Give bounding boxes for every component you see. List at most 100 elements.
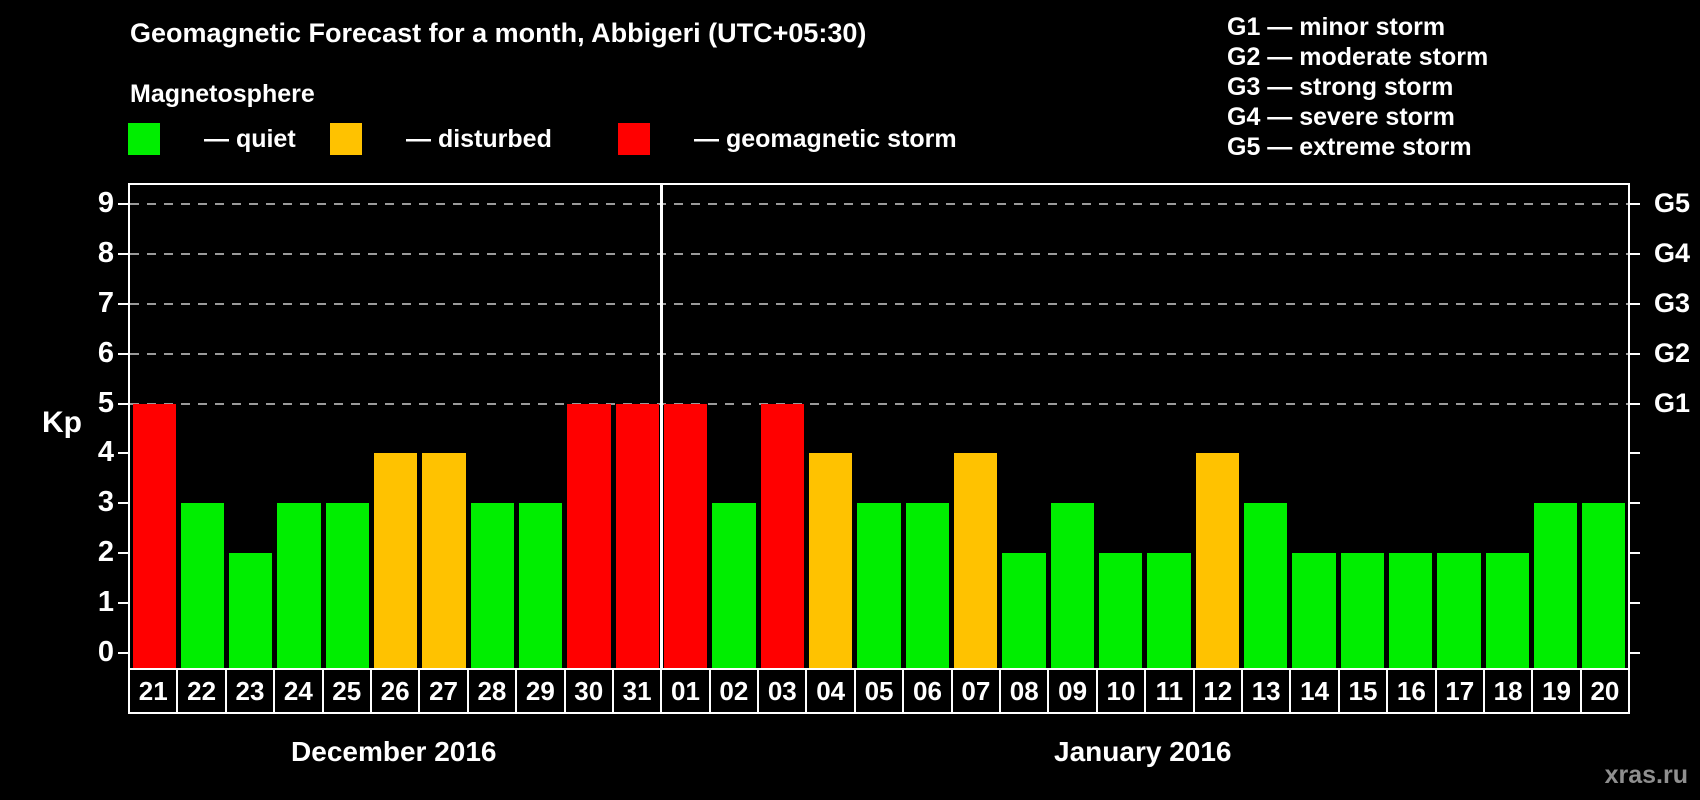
legend-label-disturbed: — disturbed [406,124,552,153]
y-axis-tick-right-6 [1628,352,1640,355]
g-axis-label-g5: G5 [1654,187,1691,218]
y-axis-label-5: 5 [97,386,114,419]
day-label-29: 29 [515,668,566,714]
day-label-07: 07 [950,668,1002,714]
y-axis-tick-right-8 [1628,252,1640,255]
day-label-17: 17 [1434,668,1485,714]
y-axis-tick-right-4 [1628,452,1640,455]
y-axis-tick-left-2 [118,552,130,555]
kp-bar-day-01 [664,403,708,670]
legend-swatch-disturbed [330,123,362,155]
day-label-10: 10 [1095,668,1147,714]
gridline-g2 [130,352,1628,355]
kp-bar-day-23 [229,553,273,670]
kp-bar-day-19 [1533,503,1578,670]
y-axis-tick-left-1 [118,602,130,605]
day-label-23: 23 [224,668,276,714]
day-label-02: 02 [708,668,760,714]
day-label-20: 20 [1579,668,1631,714]
g-axis-label-g1: G1 [1654,387,1691,418]
day-label-11: 11 [1144,668,1195,714]
kp-bar-day-24 [277,503,321,670]
y-axis-tick-left-4 [118,452,130,455]
kp-bar-day-26 [374,453,418,670]
y-axis-label-3: 3 [97,486,114,519]
kp-bar-day-02 [712,503,756,670]
y-axis-label-8: 8 [97,236,114,269]
y-axis-tick-left-0 [118,652,130,654]
gridline-g5 [130,202,1628,205]
kp-bar-day-27 [422,453,466,670]
y-axis-label-4: 4 [97,436,114,469]
legend-label-storm: — geomagnetic storm [694,124,957,153]
g-axis-label-g3: G3 [1654,287,1691,318]
y-axis-tick-right-9 [1628,202,1640,205]
y-axis-tick-left-9 [118,202,130,205]
kp-bar-day-07 [953,453,998,670]
kp-bar-day-17 [1437,553,1481,670]
y-axis-label-0: 0 [97,635,114,668]
g-legend-line-4: G4 — severe storm [1227,103,1455,131]
day-label-28: 28 [466,668,518,714]
kp-bar-day-05 [857,503,901,670]
day-label-30: 30 [563,668,614,714]
kp-bar-day-21 [132,403,176,670]
day-label-05: 05 [853,668,905,714]
legend-swatch-storm [618,123,650,155]
kp-bar-day-09 [1050,503,1094,670]
month-label-january: January 2016 [1054,736,1232,767]
legend-item-disturbed: — disturbed [330,122,552,156]
kp-bar-day-12 [1195,453,1239,670]
kp-bar-day-22 [180,503,225,670]
kp-bar-day-13 [1243,503,1288,670]
legend-item-storm: — geomagnetic storm [618,122,957,156]
day-label-24: 24 [273,668,324,714]
y-axis-tick-right-7 [1628,302,1640,305]
kp-bar-day-29 [519,503,563,670]
kp-bar-day-10 [1098,553,1143,670]
day-label-16: 16 [1386,668,1437,714]
y-axis-tick-left-6 [118,352,130,355]
g-legend-line-1: G1 — minor storm [1227,13,1446,41]
day-label-13: 13 [1240,668,1292,714]
gridline-g4 [130,252,1628,255]
chart-title: Geomagnetic Forecast for a month, Abbige… [130,18,867,48]
legend-swatch-quiet [128,123,160,155]
watermark: xras.ru [1604,761,1688,789]
magnetosphere-legend-title: Magnetosphere [130,80,315,108]
day-label-12: 12 [1192,668,1243,714]
g-scale-legend: G1 — minor storm G2 — moderate storm G3 — … [1227,12,1488,162]
day-label-04: 04 [805,668,856,714]
legend-label-quiet: — quiet [204,124,296,153]
kp-bar-day-03 [760,403,804,670]
kp-bar-day-04 [809,453,853,670]
day-label-31: 31 [611,668,663,714]
kp-bar-day-11 [1147,553,1191,670]
day-label-06: 06 [902,668,953,714]
kp-bar-day-18 [1485,553,1529,670]
kp-bar-day-08 [1002,553,1046,670]
legend-item-quiet: — quiet [128,122,296,156]
gridline-g3 [130,302,1628,305]
y-axis-label-6: 6 [97,336,114,369]
day-label-21: 21 [128,668,179,714]
g-legend-line-2: G2 — moderate storm [1227,43,1489,71]
day-label-26: 26 [369,668,421,714]
g-axis-label-g4: G4 [1654,237,1691,268]
day-label-18: 18 [1482,668,1534,714]
y-axis-label-9: 9 [97,186,114,219]
day-label-03: 03 [757,668,808,714]
y-axis-label-2: 2 [97,536,114,569]
day-label-25: 25 [321,668,372,714]
y-axis-tick-left-3 [118,502,130,505]
kp-bar-day-20 [1582,503,1626,670]
y-axis-tick-left-7 [118,302,130,305]
day-label-14: 14 [1289,668,1340,714]
gridline-g1 [130,402,1628,405]
g-axis-label-g2: G2 [1654,337,1691,368]
y-axis-tick-left-8 [118,252,130,255]
g-legend-line-5: G5 — extreme storm [1227,133,1472,161]
month-label-december: December 2016 [291,736,497,767]
y-axis-tick-right-0 [1628,652,1640,654]
kp-bar-day-16 [1388,553,1433,670]
